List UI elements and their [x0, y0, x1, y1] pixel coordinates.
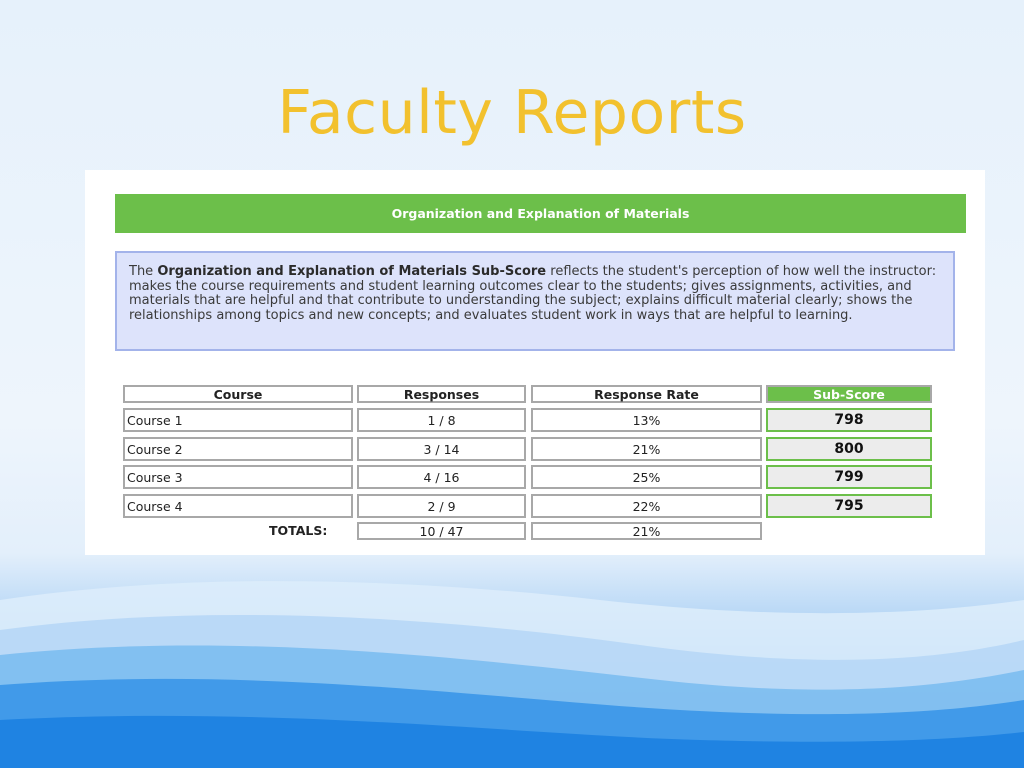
column-header-response-rate-label: Response Rate [594, 386, 699, 402]
description-text: reflects the student's perception of how… [129, 264, 937, 323]
column-header-sub-score-label: Sub-Score [813, 386, 885, 402]
response-rate-value: 25% [632, 469, 661, 485]
responses-value: 1 / 8 [427, 412, 456, 428]
sub-score-value: 800 [834, 441, 864, 457]
description-box: The Organization and Explanation of Mate… [115, 251, 955, 351]
column-header-course: Course [123, 385, 353, 403]
column-header-response-rate: Response Rate [531, 385, 762, 403]
response-rate-value: 13% [632, 412, 661, 428]
table-row-course-cell: Course 1 [123, 408, 353, 432]
table-row-responses-cell: 3 / 14 [357, 437, 526, 461]
course-name: Course 2 [127, 441, 183, 457]
totals-response-rate-value: 21% [632, 523, 661, 539]
responses-value: 2 / 9 [427, 498, 456, 514]
table-row-rate-cell: 25% [531, 465, 762, 489]
column-header-sub-score: Sub-Score [766, 385, 932, 403]
sub-score-cell: 795 [766, 494, 932, 518]
totals-label: TOTALS: [269, 523, 328, 538]
table-row-course-cell: Course 3 [123, 465, 353, 489]
responses-value: 3 / 14 [423, 441, 460, 457]
table-row-responses-cell: 1 / 8 [357, 408, 526, 432]
section-title: Organization and Explanation of Material… [391, 206, 690, 221]
section-header: Organization and Explanation of Material… [115, 194, 966, 233]
responses-value: 4 / 16 [423, 469, 460, 485]
course-name: Course 4 [127, 498, 183, 514]
table-row-responses-cell: 2 / 9 [357, 494, 526, 518]
table-row-rate-cell: 21% [531, 437, 762, 461]
column-header-responses-label: Responses [403, 386, 480, 402]
response-rate-value: 21% [632, 441, 661, 457]
course-name: Course 3 [127, 469, 183, 485]
sub-score-value: 799 [834, 469, 864, 485]
description-bold-term: Organization and Explanation of Material… [157, 264, 547, 279]
sub-score-cell: 799 [766, 465, 932, 489]
sub-score-value: 795 [834, 498, 864, 514]
sub-score-cell: 800 [766, 437, 932, 461]
table-row-course-cell: Course 4 [123, 494, 353, 518]
table-row-rate-cell: 22% [531, 494, 762, 518]
table-row-responses-cell: 4 / 16 [357, 465, 526, 489]
course-name: Course 1 [127, 412, 183, 428]
response-rate-value: 22% [632, 498, 661, 514]
table-row-rate-cell: 13% [531, 408, 762, 432]
report-panel: Organization and Explanation of Material… [85, 170, 985, 555]
background-wave [0, 581, 1024, 768]
sub-score-value: 798 [834, 412, 864, 428]
description-prefix: The [129, 264, 158, 279]
column-header-course-label: Course [213, 386, 263, 402]
sub-score-cell: 798 [766, 408, 932, 432]
slide-title: Faculty Reports [277, 78, 747, 148]
table-row-course-cell: Course 2 [123, 437, 353, 461]
totals-responses-cell: 10 / 47 [357, 522, 526, 540]
column-header-responses: Responses [357, 385, 526, 403]
totals-rate-cell: 21% [531, 522, 762, 540]
totals-responses-value: 10 / 47 [419, 523, 464, 539]
